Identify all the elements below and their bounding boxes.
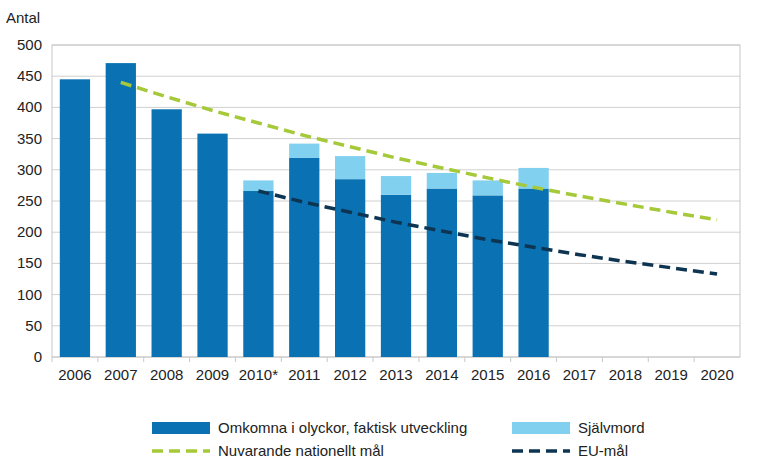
x-tick-label: 2014 xyxy=(425,366,458,383)
x-tick xyxy=(373,357,374,362)
y-tick-label: 200 xyxy=(17,223,42,240)
bar xyxy=(518,189,548,357)
bar xyxy=(473,195,503,357)
x-tick xyxy=(648,357,649,362)
y-tick-label: 400 xyxy=(17,98,42,115)
legend-swatch xyxy=(152,449,210,453)
target-line xyxy=(258,191,717,274)
bar xyxy=(381,195,411,357)
bar xyxy=(243,180,273,191)
x-tick-label: 2012 xyxy=(333,366,366,383)
bar xyxy=(335,179,365,357)
y-tick-label: 0 xyxy=(34,348,42,365)
y-tick-label: 150 xyxy=(17,254,42,271)
x-tick xyxy=(327,357,328,362)
x-tick xyxy=(235,357,236,362)
y-tick-label: 100 xyxy=(17,286,42,303)
legend-label: Nuvarande nationellt mål xyxy=(218,442,384,459)
bar xyxy=(473,180,503,195)
x-tick-label: 2010* xyxy=(239,366,278,383)
y-tick-label: 450 xyxy=(17,67,42,84)
x-tick xyxy=(97,357,98,362)
bar xyxy=(289,158,319,357)
y-axis-label: Antal xyxy=(6,9,40,26)
chart: 0 50 100 150 200 250 300 350 400 450 500 Antal 2006 2… xyxy=(0,0,771,471)
x-tick-label: 2008 xyxy=(150,366,183,383)
bar xyxy=(289,144,319,158)
x-tick xyxy=(143,357,144,362)
x-tick xyxy=(281,357,282,362)
x-tick xyxy=(694,357,695,362)
x-tick-label: 2016 xyxy=(517,366,550,383)
x-tick xyxy=(510,357,511,362)
legend-swatch xyxy=(152,422,210,434)
bar xyxy=(335,156,365,179)
x-tick xyxy=(52,357,53,362)
x-tick-label: 2020 xyxy=(700,366,733,383)
legend-label: Omkomna i olyckor, faktisk utveckling xyxy=(218,419,467,436)
legend-label: Självmord xyxy=(578,419,645,436)
x-tick xyxy=(602,357,603,362)
x-tick-label: 2019 xyxy=(655,366,688,383)
y-tick-label: 350 xyxy=(17,130,42,147)
grid-line xyxy=(52,76,740,77)
bar xyxy=(60,79,90,357)
x-tick-label: 2013 xyxy=(379,366,412,383)
bar xyxy=(427,189,457,357)
bar xyxy=(197,134,227,357)
plot-area xyxy=(60,63,717,357)
plot-frame xyxy=(52,45,740,357)
x-tick xyxy=(464,357,465,362)
x-tick-label: 2007 xyxy=(104,366,137,383)
bar xyxy=(106,63,136,357)
y-tick-label: 500 xyxy=(17,36,42,53)
legend-swatch xyxy=(512,422,570,434)
x-tick-label: 2018 xyxy=(609,366,642,383)
bar xyxy=(381,176,411,195)
x-tick-label: 2006 xyxy=(58,366,91,383)
x-tick xyxy=(189,357,190,362)
bar xyxy=(427,173,457,189)
target-line xyxy=(121,82,717,219)
y-tick-label: 250 xyxy=(17,192,42,209)
y-tick-label: 300 xyxy=(17,161,42,178)
x-tick-label: 2009 xyxy=(196,366,229,383)
bar xyxy=(152,109,182,357)
x-tick-label: 2011 xyxy=(288,366,320,383)
bar xyxy=(243,191,273,357)
x-tick-label: 2015 xyxy=(471,366,504,383)
grid-line xyxy=(52,107,740,108)
x-tick xyxy=(556,357,557,362)
x-tick xyxy=(418,357,419,362)
legend-label: EU-mål xyxy=(578,442,628,459)
y-tick-label: 50 xyxy=(25,317,42,334)
legend-swatch xyxy=(512,449,570,453)
x-tick-label: 2017 xyxy=(563,366,596,383)
